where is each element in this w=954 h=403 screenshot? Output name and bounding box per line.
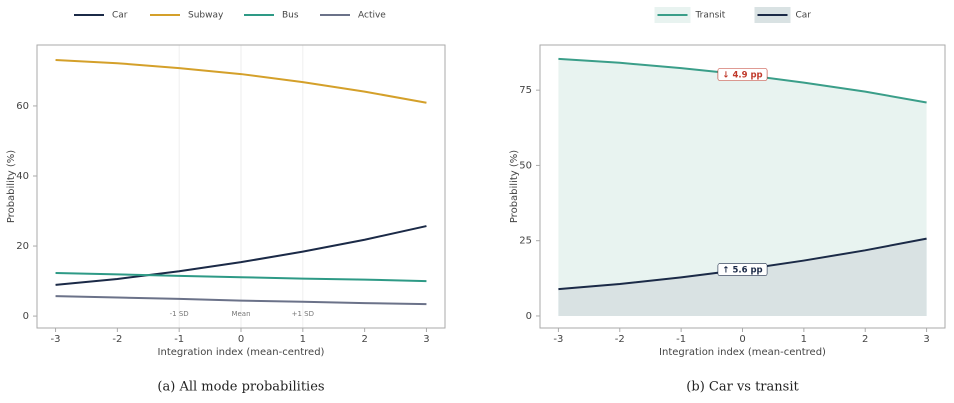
legend-label: Bus bbox=[282, 11, 299, 21]
line bbox=[55, 272, 427, 283]
annotation: Mean bbox=[231, 310, 250, 318]
x-tick-label: -3 bbox=[553, 334, 563, 345]
annotation: ↑ 5.6 pp bbox=[722, 266, 762, 276]
y-tick-label: 0 bbox=[526, 311, 532, 322]
annotation: +1 SD bbox=[292, 310, 314, 318]
x-tick-label: 3 bbox=[423, 334, 429, 345]
y-axis-label: Probability (%) bbox=[509, 150, 520, 223]
caption: (a) All mode probabilities bbox=[157, 380, 324, 395]
legend-label: Car bbox=[796, 11, 812, 21]
x-tick-label: 2 bbox=[361, 334, 367, 345]
line bbox=[55, 225, 427, 286]
x-tick-label: -2 bbox=[112, 334, 122, 345]
legend-label: Car bbox=[112, 11, 128, 21]
x-tick-label: -3 bbox=[51, 334, 61, 345]
area bbox=[558, 58, 927, 316]
legend-label: Transit bbox=[695, 11, 726, 21]
x-tick-label: -1 bbox=[676, 334, 686, 345]
y-tick-label: 0 bbox=[23, 311, 29, 322]
x-tick-label: 3 bbox=[923, 334, 929, 345]
x-axis-label: Integration index (mean-centred) bbox=[659, 347, 826, 358]
x-tick-label: 0 bbox=[739, 334, 745, 345]
x-axis-label: Integration index (mean-centred) bbox=[158, 347, 325, 358]
y-axis-label: Probability (%) bbox=[6, 150, 17, 223]
annotation: ↓ 4.9 pp bbox=[722, 71, 762, 81]
x-tick-label: 0 bbox=[238, 334, 244, 345]
x-tick-label: 1 bbox=[300, 334, 306, 345]
x-tick-label: 1 bbox=[801, 334, 807, 345]
line bbox=[55, 59, 427, 104]
x-tick-label: -1 bbox=[174, 334, 184, 345]
y-tick-label: 60 bbox=[16, 101, 29, 112]
caption: (b) Car vs transit bbox=[686, 380, 799, 395]
line bbox=[55, 295, 427, 306]
y-tick-label: 20 bbox=[16, 241, 29, 252]
y-tick-label: 40 bbox=[16, 171, 29, 182]
legend-label: Subway bbox=[188, 11, 224, 21]
x-tick-label: 2 bbox=[862, 334, 868, 345]
y-tick-label: 50 bbox=[519, 160, 532, 171]
y-tick-label: 25 bbox=[519, 236, 532, 247]
legend-label: Active bbox=[358, 11, 386, 21]
annotation-box bbox=[717, 263, 768, 276]
y-tick-label: 75 bbox=[519, 85, 532, 96]
area bbox=[558, 238, 927, 316]
annotation: -1 SD bbox=[170, 310, 189, 318]
x-tick-label: -2 bbox=[615, 334, 625, 345]
annotation-box bbox=[717, 68, 768, 81]
